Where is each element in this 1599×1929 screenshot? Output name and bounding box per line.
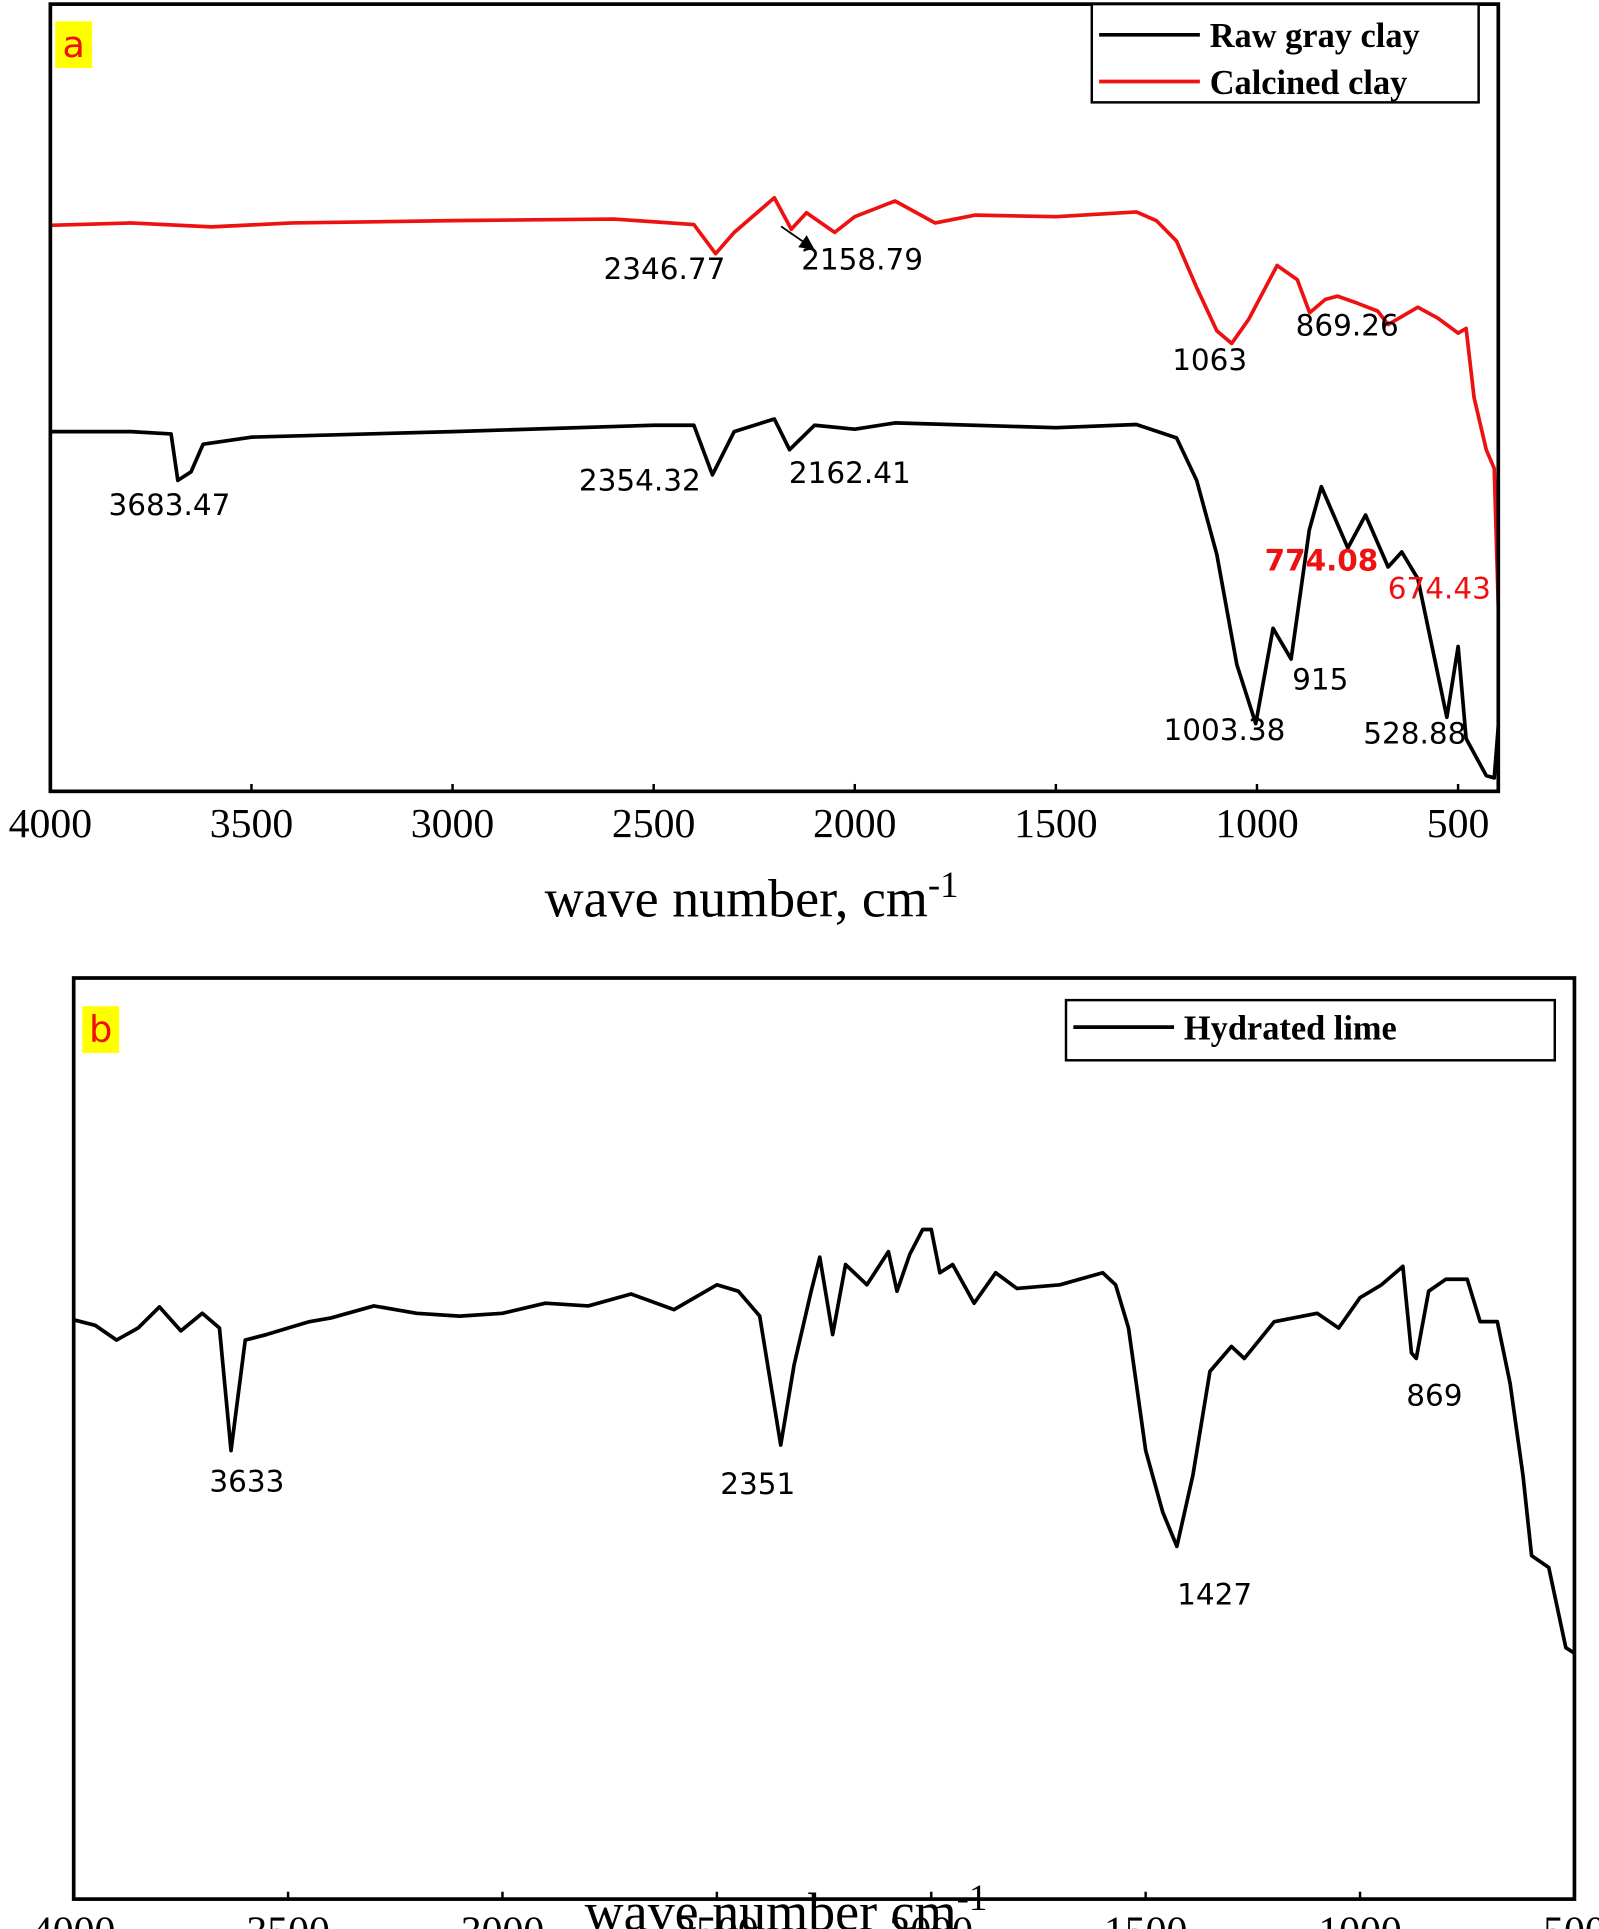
x-tick-label: 3500: [246, 1909, 329, 1929]
x-tick-label: 1500: [1014, 801, 1097, 847]
peak-annotation: 869: [1406, 1378, 1462, 1412]
peak-annotation: 1003.38: [1163, 713, 1285, 747]
legend-label: Hydrated lime: [1184, 1009, 1397, 1047]
x-tick-label: 500: [1543, 1909, 1599, 1929]
legend-box: [1090, 2, 1480, 104]
x-tick-label: 1500: [1104, 1909, 1188, 1929]
peak-annotation: 1427: [1177, 1577, 1252, 1611]
panel-label: b: [89, 1008, 112, 1051]
x-tick-label: 2500: [612, 801, 696, 847]
x-tick-label: 2500: [675, 1909, 758, 1929]
x-tick-label: 3000: [411, 801, 495, 847]
peak-annotation: 915: [1292, 662, 1348, 696]
legend-label: Calcined clay: [1210, 64, 1408, 102]
annotation-arrow: [780, 225, 815, 250]
x-axis-label: wave number cm-1: [585, 1877, 988, 1929]
peak-annotation: 3633: [209, 1464, 284, 1498]
peak-annotation: 2351: [720, 1467, 795, 1501]
peak-annotation: 2162.41: [789, 456, 911, 490]
x-axis-label-text: wave number cm: [585, 1882, 957, 1929]
peak-annotation: 869.26: [1296, 309, 1399, 343]
x-tick-label: 1000: [1318, 1909, 1402, 1929]
legend-label: Raw gray clay: [1210, 17, 1420, 55]
x-tick-label: 3000: [461, 1909, 545, 1929]
legend-box: [1064, 998, 1557, 1062]
x-tick-label: 2000: [813, 801, 896, 847]
x-tick-label: 2000: [890, 1909, 974, 1929]
peak-annotation: 2158.79: [801, 242, 923, 276]
x-axis-label-superscript: -1: [928, 864, 959, 905]
spectrum-line: [50, 195, 1501, 608]
peak-annotation: 3683.47: [109, 488, 231, 522]
spectrum-line: [73, 1227, 1576, 1655]
x-tick-label: 1000: [1215, 801, 1299, 847]
peak-annotation: 1063: [1172, 343, 1247, 377]
panel-label-bg: [55, 21, 93, 68]
x-axis-label-text: wave number, cm: [545, 869, 928, 929]
panel-label-bg: [82, 1006, 120, 1053]
plot-frame: [71, 976, 1577, 1901]
panel-label: a: [62, 23, 85, 66]
peak-annotation: 774.08: [1265, 543, 1379, 577]
peak-annotation: 2346.77: [603, 252, 725, 286]
peak-annotation: 2354.32: [579, 463, 701, 497]
x-tick-label: 3500: [210, 801, 294, 847]
x-axis-label: wave number, cm-1: [545, 864, 959, 929]
x-axis-label-superscript: -1: [957, 1877, 988, 1918]
peak-annotation: 528.88: [1363, 716, 1466, 750]
x-tick-label: 4000: [9, 801, 93, 847]
peak-annotation: 674.43: [1388, 572, 1491, 606]
x-tick-label: 4000: [32, 1909, 116, 1929]
spectrum-line: [50, 417, 1501, 780]
plot-frame: [48, 2, 1501, 794]
x-tick-label: 500: [1427, 801, 1490, 847]
